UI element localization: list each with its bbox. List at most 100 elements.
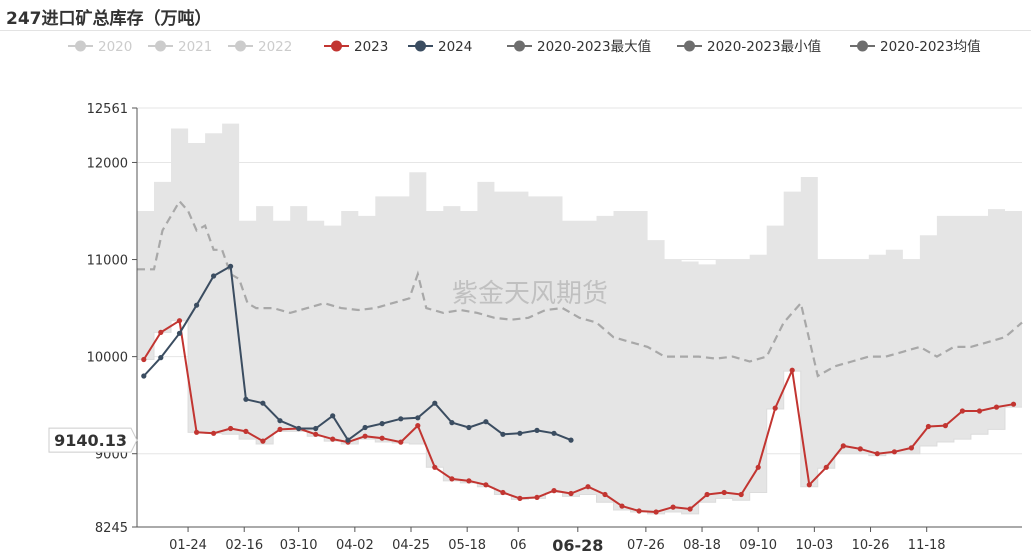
- series-2023-point-44: [891, 449, 898, 455]
- series-2023-point-18: [449, 476, 455, 482]
- x-tick-label-1: 02-16: [225, 538, 263, 553]
- series-2024-point-1: [158, 355, 164, 361]
- legend-label-7: 2020-2023均值: [880, 39, 981, 55]
- series-2023-point-36: [755, 464, 761, 470]
- x-tick-label-11: 10-26: [852, 538, 890, 553]
- page-title: 247进口矿总库存（万吨）: [6, 9, 212, 29]
- series-2023-point-49: [976, 408, 983, 414]
- series-2023-point-29: [636, 508, 642, 514]
- legend-label-0: 2020: [98, 39, 132, 55]
- series-2023-point-32: [687, 506, 693, 512]
- series-2024-point-23: [534, 427, 540, 433]
- series-2023-point-40: [823, 464, 829, 470]
- series-2023-point-35: [738, 491, 744, 498]
- x-tick-label-0: 01-24: [169, 538, 207, 553]
- legend-marker-icon: [677, 40, 702, 52]
- series-2024-point-16: [415, 415, 421, 421]
- y-tick-label-0: 8245: [95, 521, 128, 536]
- title-divider: [0, 30, 1031, 31]
- series-2024-point-2: [176, 330, 183, 336]
- legend-label-6: 2020-2023最小值: [707, 39, 821, 55]
- series-2023-point-8: [277, 426, 283, 432]
- legend-marker-dot: [75, 40, 86, 52]
- series-2023-point-48: [959, 408, 966, 414]
- legend-marker-icon: [148, 40, 173, 52]
- legend-marker-icon: [850, 40, 875, 52]
- series-2023-point-14: [379, 435, 385, 441]
- legend-item-1[interactable]: 2021: [148, 39, 212, 55]
- legend-label-5: 2020-2023最大值: [537, 39, 651, 55]
- series-2023-point-7: [260, 438, 266, 444]
- series-2023-point-26: [585, 484, 591, 490]
- series-min-line: [137, 320, 1022, 515]
- series-2023-point-42: [857, 446, 863, 452]
- series-2024-point-15: [398, 416, 404, 422]
- legend-marker-icon: [324, 40, 349, 52]
- series-2023-point-50: [993, 404, 1000, 410]
- series-2024-point-8: [277, 418, 283, 424]
- legend-item-0[interactable]: 2020: [68, 39, 132, 55]
- watermark: 紫金天风期货: [452, 279, 608, 309]
- series-2023-point-15: [398, 439, 404, 445]
- series-2023-point-1: [158, 329, 164, 335]
- series-2023-point-11: [330, 436, 336, 442]
- series-2023-point-16: [415, 423, 421, 429]
- series-2023-point-19: [466, 478, 472, 484]
- series-2023-point-46: [925, 423, 932, 430]
- legend-marker-dot: [857, 40, 868, 52]
- legend-item-2[interactable]: 2022: [228, 39, 292, 55]
- series-2023-point-27: [602, 491, 608, 498]
- series-2023-point-3: [194, 429, 200, 435]
- series-2023-point-45: [908, 445, 915, 451]
- series-2024-point-0: [141, 373, 147, 379]
- series-2024-point-12: [345, 437, 351, 443]
- series-2023-point-22: [517, 495, 523, 501]
- series-2024: [141, 263, 574, 443]
- series-2023-point-13: [362, 433, 368, 439]
- series-2024-point-22: [517, 430, 523, 436]
- series-2023-point-20: [483, 482, 489, 488]
- legend-item-7[interactable]: 2020-2023均值: [850, 39, 981, 55]
- x-tick-label-10: 10-03: [795, 538, 833, 553]
- legend-label-1: 2021: [178, 39, 212, 55]
- legend-item-5[interactable]: 2020-2023最大值: [507, 39, 651, 55]
- series-2024-point-4: [211, 273, 217, 279]
- series-2023-point-28: [619, 503, 625, 509]
- legend-marker-dot: [235, 40, 246, 52]
- series-2023-point-10: [313, 431, 319, 437]
- axis-pointers: 06-28 9140.13: [48, 427, 603, 555]
- legend-item-4[interactable]: 2024: [408, 39, 472, 55]
- series-2023-point-6: [243, 428, 249, 434]
- legend: 2020 2021 2022 2023 2024 2020-2023最大值 2020-202…: [68, 39, 981, 55]
- series-2024-point-21: [500, 431, 506, 437]
- series-2024-point-25: [568, 437, 574, 443]
- series-2023-point-21: [500, 489, 506, 496]
- series-2023-point-47: [942, 423, 949, 429]
- series-2023-point-4: [211, 430, 217, 436]
- legend-marker-icon: [228, 40, 253, 52]
- legend-marker-icon: [507, 40, 532, 52]
- series-avg: [137, 199, 1023, 378]
- legend-marker-dot: [684, 40, 695, 52]
- series-2023-point-0: [141, 356, 147, 363]
- legend-marker-dot: [331, 40, 342, 52]
- series-2024-point-5: [228, 263, 234, 269]
- series-2023-point-23: [534, 494, 540, 500]
- series-2023-point-17: [432, 464, 438, 470]
- x-tick-label-9: 09-10: [739, 538, 777, 553]
- series-2024-line: [143, 265, 572, 442]
- x-pointer-label: 06-28: [552, 536, 603, 555]
- series-2024-point-13: [362, 424, 368, 431]
- series-2023-point-5: [228, 425, 234, 432]
- series-2023-point-25: [568, 490, 574, 497]
- series-2023-point-43: [874, 451, 880, 457]
- watermark-text: 紫金天风期货: [452, 279, 608, 309]
- series-2024-point-9: [296, 425, 302, 432]
- series-2023: [141, 318, 1017, 515]
- legend-item-6[interactable]: 2020-2023最小值: [677, 39, 821, 55]
- series-2023-point-51: [1010, 401, 1017, 407]
- legend-item-3[interactable]: 2023: [324, 39, 388, 55]
